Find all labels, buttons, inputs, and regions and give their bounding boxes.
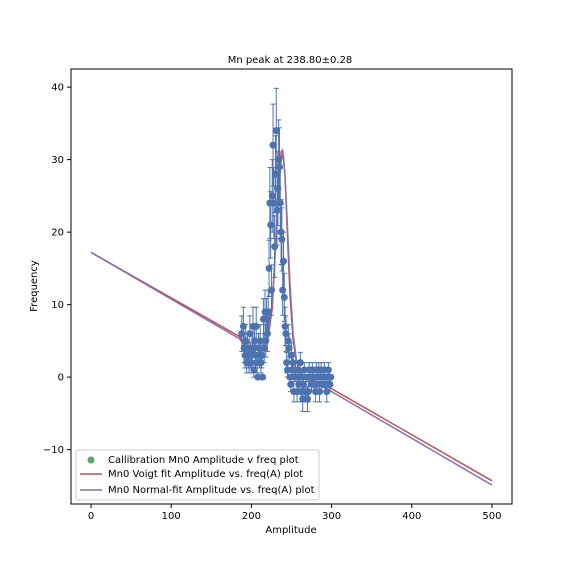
data-point — [279, 257, 287, 265]
data-point — [258, 351, 266, 359]
data-point — [265, 264, 273, 272]
data-point — [289, 359, 297, 367]
data-point — [283, 359, 291, 367]
data-point — [247, 359, 255, 367]
data-point — [267, 286, 275, 294]
data-point — [264, 308, 272, 316]
data-point — [272, 127, 280, 135]
data-point — [300, 380, 308, 388]
data-point — [254, 373, 262, 381]
data-point — [238, 330, 246, 338]
data-point — [262, 337, 270, 345]
data-point — [282, 330, 290, 338]
legend-label-voigt: Mn0 Voigt fit Amplitude vs. freq(A) plot — [108, 469, 303, 480]
data-point — [283, 366, 291, 374]
data-point — [260, 344, 268, 352]
y-tick-label: 0 — [58, 373, 64, 384]
x-tick-label: 300 — [322, 511, 341, 522]
data-point — [323, 388, 331, 396]
data-point — [269, 141, 277, 149]
data-point — [321, 380, 329, 388]
data-point — [280, 293, 288, 301]
data-point — [279, 286, 287, 294]
data-point — [275, 156, 283, 164]
x-tick-label: 500 — [482, 511, 501, 522]
data-point — [256, 337, 264, 345]
data-point — [313, 380, 321, 388]
data-point — [300, 366, 308, 374]
y-axis-label: Frequency — [29, 260, 40, 312]
legend-marker-points — [87, 456, 95, 464]
data-point — [248, 344, 256, 352]
data-point — [327, 373, 335, 381]
data-point — [294, 366, 302, 374]
data-point — [252, 322, 260, 330]
legend-box — [75, 449, 320, 501]
data-point — [296, 359, 304, 367]
data-point — [270, 199, 278, 207]
data-point — [281, 322, 289, 330]
data-point — [299, 395, 307, 403]
plot-frame — [70, 68, 513, 505]
data-point — [324, 366, 332, 374]
y-tick-label: 40 — [51, 83, 64, 94]
plot-layer — [90, 87, 493, 486]
x-tick-label: 400 — [402, 511, 421, 522]
data-point — [271, 170, 279, 178]
data-point — [257, 359, 265, 367]
y-tick-label: 10 — [51, 300, 64, 311]
data-point — [287, 380, 295, 388]
data-point — [295, 380, 303, 388]
data-point — [251, 337, 259, 345]
data-point — [259, 373, 267, 381]
data-point — [271, 243, 279, 251]
data-point — [285, 344, 293, 352]
data-point — [274, 185, 282, 193]
ticks-layer: 0 100 200 300 400 500 −10 0 10 20 30 40 — [43, 83, 502, 522]
data-point — [298, 373, 306, 381]
data-point — [288, 351, 295, 359]
data-point — [273, 206, 281, 214]
data-point — [286, 373, 294, 381]
x-tick-label: 200 — [242, 511, 261, 522]
x-tick-label: 100 — [162, 511, 181, 522]
data-point — [263, 315, 271, 323]
data-point — [284, 337, 292, 345]
y-tick-label: −10 — [43, 445, 64, 456]
legend: Callibration Mn0 Amplitude v freq plot M… — [75, 449, 320, 501]
x-tick-label: 0 — [88, 511, 94, 522]
data-point — [268, 192, 276, 200]
chart-title: Mn peak at 238.80±0.28 — [228, 55, 353, 66]
data-point — [239, 322, 247, 330]
data-point — [277, 228, 285, 236]
y-tick-label: 20 — [51, 228, 64, 239]
data-point — [255, 344, 263, 352]
data-point — [243, 344, 251, 352]
data-point — [316, 388, 324, 396]
data-point — [242, 337, 250, 345]
data-point — [247, 351, 255, 359]
data-point — [276, 199, 284, 207]
data-point — [304, 388, 312, 396]
x-axis-label: Amplitude — [265, 525, 316, 536]
data-point — [275, 163, 283, 171]
legend-label-points: Callibration Mn0 Amplitude v freq plot — [108, 455, 299, 466]
data-point — [246, 330, 254, 338]
data-point — [267, 221, 275, 229]
legend-label-normal: Mn0 Normal-fit Amplitude vs. freq(A) plo… — [108, 485, 315, 496]
data-point — [263, 330, 271, 338]
data-point — [278, 235, 286, 243]
data-point — [326, 380, 334, 388]
y-tick-label: 30 — [51, 155, 64, 166]
data-point — [250, 366, 258, 374]
data-point — [304, 395, 312, 403]
